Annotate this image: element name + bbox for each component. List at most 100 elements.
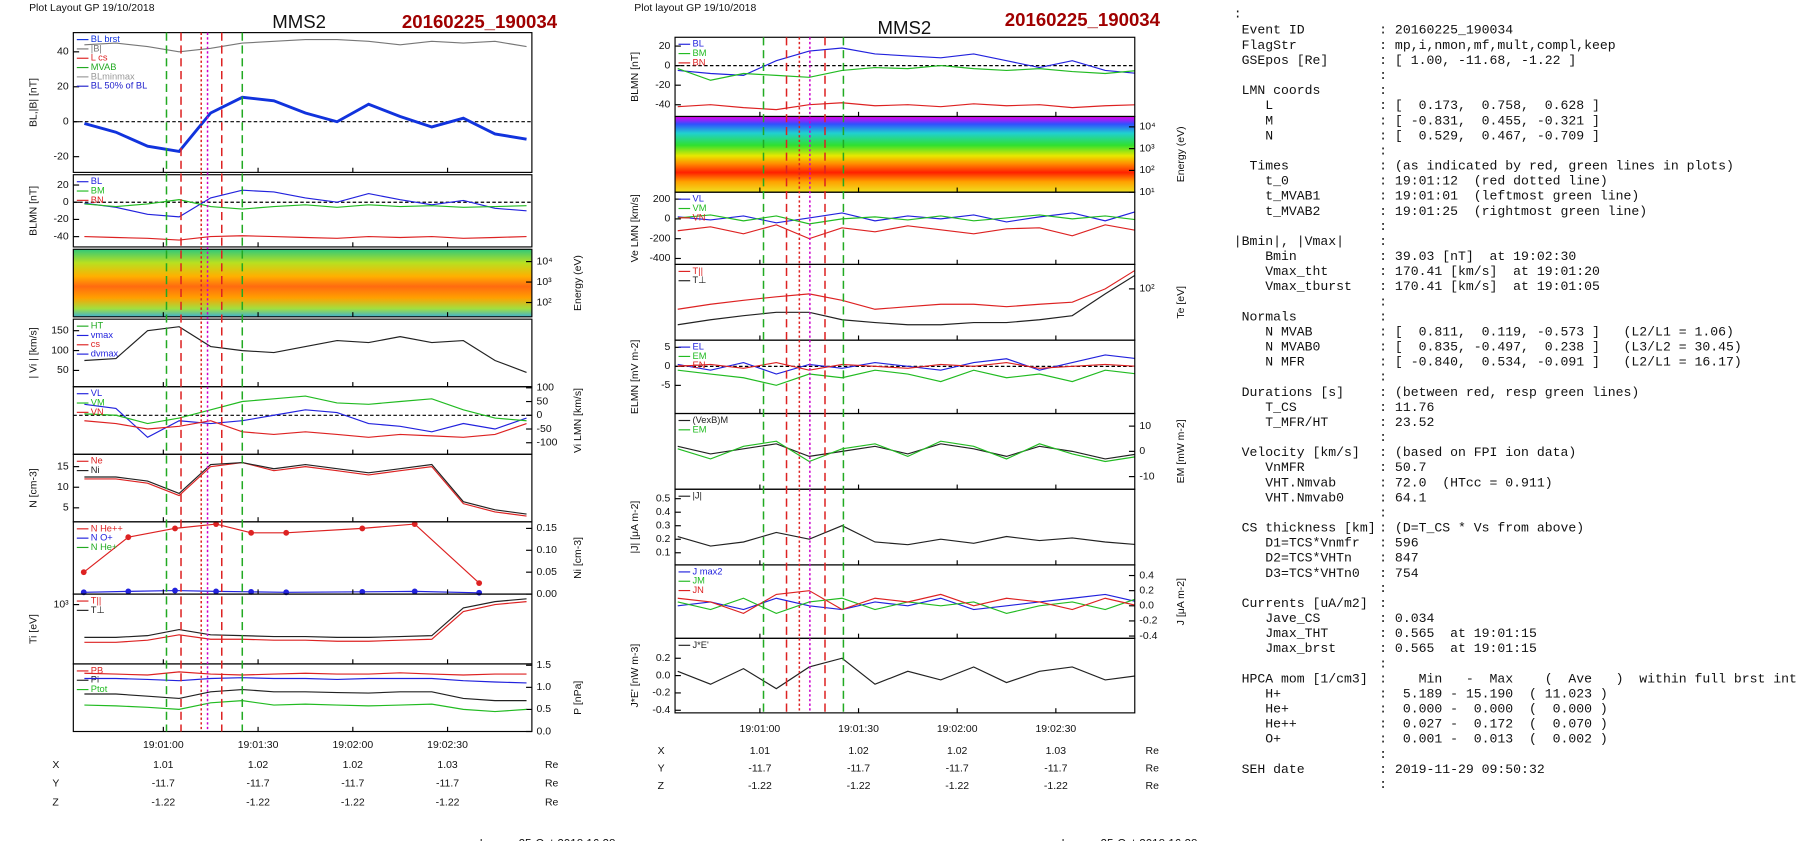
footer: paschmann 25-Oct-2018 16:28	[455, 838, 615, 841]
summary-value: : 50.7	[1379, 460, 1426, 475]
spectrogram	[675, 116, 1135, 193]
summary-label: H+	[1234, 686, 1281, 701]
data-line	[677, 525, 1135, 547]
panel-frame	[674, 488, 1136, 566]
data-line	[84, 326, 527, 373]
legend-label: cs	[91, 339, 101, 349]
data-line	[84, 395, 527, 425]
position-value: -11.7	[946, 764, 969, 775]
y-tick-label: 0	[665, 361, 671, 372]
figure: Plot Layout GP 19/10/2018 MMS2 20160225_19…	[29, 3, 616, 841]
legend-label: BN	[91, 195, 104, 205]
y-tick-label: 10²	[1139, 284, 1155, 295]
summary-label: GSEpos [Re]	[1234, 53, 1329, 68]
y-tick-label: 20	[659, 41, 671, 52]
x-tick-label: 19:01:30	[238, 740, 279, 751]
y-tick-label: -40	[655, 100, 670, 111]
position-value: -1.22	[246, 797, 270, 808]
legend-label: VM	[693, 203, 707, 213]
position-label: X	[658, 746, 665, 757]
summary-label: HPCA mom [1/cm3]	[1234, 671, 1368, 686]
x-tick-label: 19:01:00	[143, 740, 184, 751]
position-value: -1.22	[1044, 781, 1068, 792]
legend-label: J*E'	[693, 640, 709, 650]
y-tick-label: 0.1	[656, 548, 671, 559]
data-point	[213, 588, 219, 595]
legend-label: vmax	[91, 330, 114, 340]
data-line	[677, 440, 1135, 463]
position-unit: Re	[1146, 746, 1160, 757]
y-tick-label: 10	[57, 482, 69, 493]
data-line	[83, 95, 527, 154]
summary-label: N	[1234, 128, 1273, 143]
y-tick-label: -0.2	[652, 688, 670, 699]
summary-value: : 0.565 at 19:01:15	[1379, 626, 1537, 641]
data-line	[677, 211, 1135, 224]
data-line	[677, 354, 1135, 375]
summary-label: D1=TCS*Vnmfr	[1234, 536, 1360, 551]
position-value: 1.02	[248, 760, 269, 771]
summary-label: Normals	[1234, 309, 1297, 324]
y-axis-label: |J| [μA m-2]	[630, 501, 641, 554]
y-tick-label: 200	[653, 194, 671, 205]
data-line	[84, 677, 527, 684]
legend-label: N He+	[91, 542, 118, 552]
panel-frame	[72, 174, 533, 248]
y-tick-label: 10³	[537, 277, 553, 288]
event-id: 20160225_190034	[1005, 9, 1161, 30]
y-tick-label: 100	[537, 383, 555, 394]
position-label: Y	[658, 764, 665, 775]
legend-label: L cs	[91, 53, 108, 63]
y-tick-label: -20	[54, 151, 69, 162]
data-point	[172, 525, 178, 532]
legend-label: VL	[693, 194, 704, 204]
data-line	[84, 461, 527, 517]
summary-value: : 0.000 - 0.000 ( 0.000 )	[1379, 702, 1608, 717]
y-tick-label: 0.05	[537, 567, 558, 578]
summary-value: : Min - Max ( Ave ) within full brst int	[1379, 671, 1797, 686]
y-axis-label: N [cm-3]	[29, 468, 40, 508]
summary-label: Times	[1234, 159, 1289, 174]
data-line	[677, 64, 1135, 81]
summary-value: : [ 0.529, 0.467, -0.709 ]	[1379, 128, 1600, 143]
y-tick-label: 10	[1139, 421, 1151, 432]
summary-label: VHT.Nmvab	[1234, 475, 1336, 490]
summary-value: :	[1379, 234, 1387, 249]
summary-label: t_MVAB2	[1234, 204, 1321, 219]
y-tick-label: 10²	[537, 297, 553, 308]
y-axis-label: Ve LMN [km/s]	[630, 194, 641, 262]
data-line	[83, 523, 480, 584]
position-value: 1.02	[848, 746, 869, 757]
summary-value: :	[1379, 143, 1387, 158]
y-tick-label: 5	[63, 503, 69, 514]
summary-value: :	[1379, 294, 1387, 309]
position-value: -11.7	[152, 779, 175, 790]
summary-label: VnMFR	[1234, 460, 1305, 475]
legend-label: T||	[91, 595, 102, 605]
position-unit: Re	[545, 760, 559, 771]
legend-label: N O+	[91, 533, 113, 543]
summary-label: t_MVAB1	[1234, 189, 1321, 204]
position-value: -11.7	[247, 779, 270, 790]
y-tick-label: 0	[63, 116, 69, 127]
y-axis-label: BL,|B| [nT]	[29, 78, 40, 127]
summary-value: : 596	[1379, 536, 1419, 551]
position-value: -1.22	[847, 781, 871, 792]
position-unit: Re	[1146, 764, 1160, 775]
panel-frame	[72, 521, 533, 595]
position-value: 1.02	[947, 746, 968, 757]
y-tick-label: 5	[665, 342, 671, 353]
data-line	[677, 443, 1135, 460]
data-line	[84, 598, 527, 638]
summary-label: L	[1234, 98, 1274, 113]
y-tick-label: 0.0	[537, 726, 552, 737]
data-line	[677, 593, 1135, 611]
summary-label: Durations [s]	[1234, 385, 1344, 400]
spacecraft: MMS2	[877, 17, 931, 38]
summary-value: : 72.0 (HTcc = 0.911)	[1379, 475, 1552, 490]
panel-frame	[674, 637, 1136, 714]
legend-label: VN	[91, 407, 104, 417]
event-id: 20160225_190034	[402, 11, 558, 32]
y-axis-label: Vi LMN [km/s]	[573, 388, 584, 453]
